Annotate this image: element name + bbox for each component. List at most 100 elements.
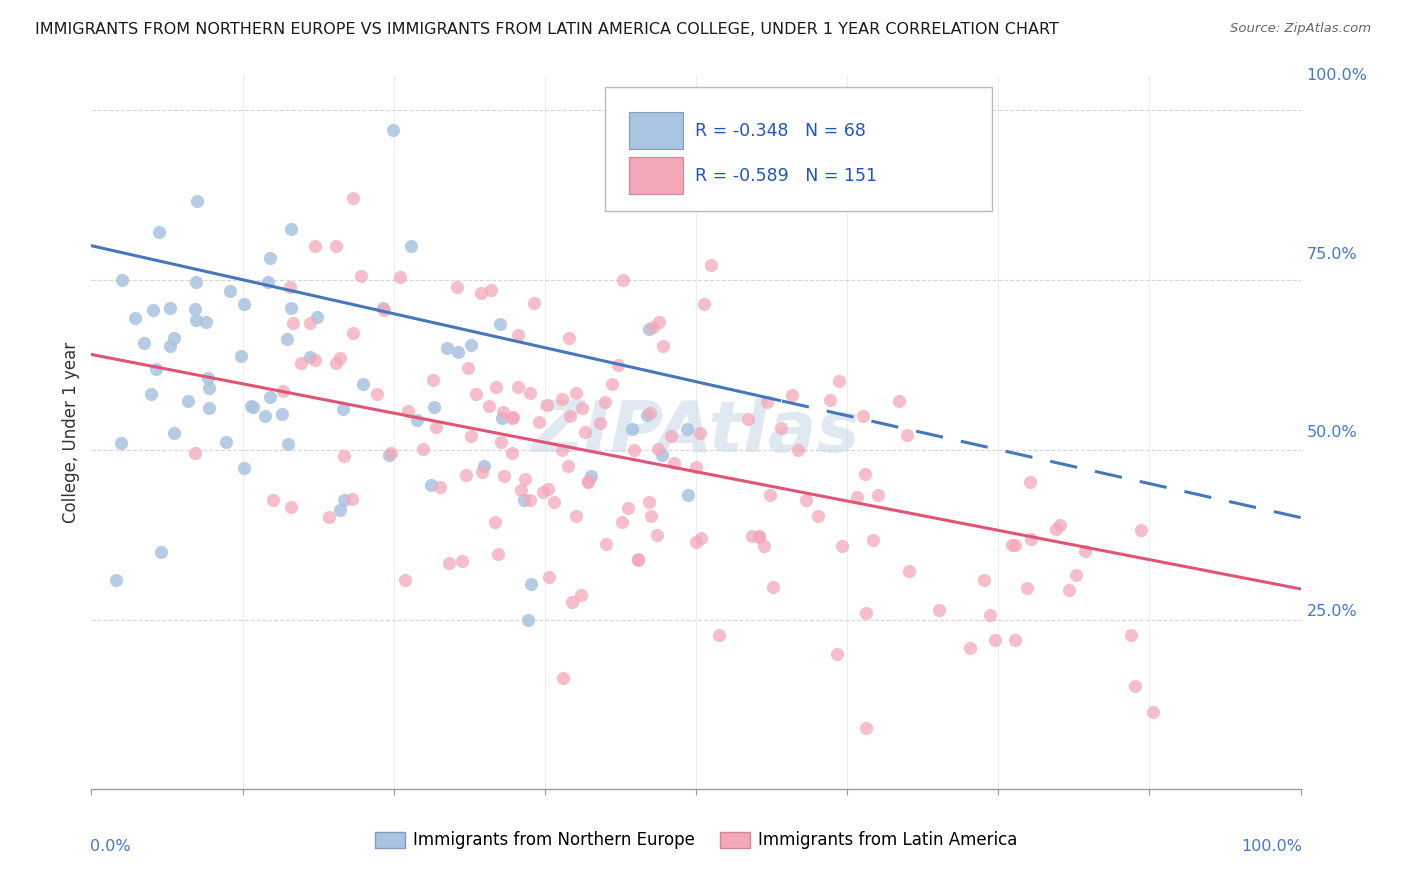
Point: [501, 411, 523, 425]
Point: [470, 285, 492, 300]
Point: [382, 123, 405, 137]
Point: [111, 273, 134, 287]
Point: [565, 509, 588, 524]
Point: [748, 530, 770, 544]
Point: [342, 326, 364, 341]
Point: [329, 503, 352, 517]
Point: [640, 509, 662, 524]
Point: [737, 411, 759, 425]
Point: [186, 194, 208, 209]
Point: [516, 613, 538, 627]
Point: [1017, 581, 1039, 595]
Point: [637, 322, 659, 336]
Point: [486, 548, 509, 562]
Text: ZIPAtlas: ZIPAtlas: [531, 398, 860, 467]
Point: [645, 528, 668, 542]
Point: [304, 353, 326, 368]
Point: [689, 425, 711, 440]
Text: 100.0%: 100.0%: [1306, 69, 1368, 83]
Point: [825, 647, 848, 661]
Point: [576, 475, 599, 489]
Text: IMMIGRANTS FROM NORTHERN EUROPE VS IMMIGRANTS FROM LATIN AMERICA COLLEGE, UNDER : IMMIGRANTS FROM NORTHERN EUROPE VS IMMIG…: [35, 22, 1059, 37]
Point: [305, 310, 328, 324]
Point: [366, 387, 388, 401]
Point: [485, 380, 508, 394]
Point: [662, 456, 685, 470]
Point: [612, 273, 634, 287]
Point: [401, 239, 423, 253]
Point: [551, 671, 574, 685]
Point: [177, 394, 200, 409]
Point: [593, 395, 616, 409]
Point: [558, 331, 581, 345]
Point: [519, 492, 541, 507]
Point: [831, 539, 853, 553]
Point: [184, 446, 207, 460]
Point: [350, 268, 373, 283]
Point: [240, 399, 263, 413]
Point: [142, 302, 165, 317]
Point: [332, 401, 354, 416]
Point: [1004, 633, 1026, 648]
Point: [447, 344, 470, 359]
Point: [437, 556, 460, 570]
Point: [429, 480, 451, 494]
Point: [529, 415, 551, 429]
Point: [636, 408, 658, 422]
Point: [484, 515, 506, 529]
Point: [551, 442, 574, 457]
Point: [134, 336, 156, 351]
Point: [1074, 544, 1097, 558]
Point: [685, 535, 707, 549]
Point: [853, 467, 876, 481]
Point: [1019, 475, 1042, 490]
Point: [627, 552, 650, 566]
Point: [491, 411, 513, 425]
Point: [828, 374, 851, 388]
Point: [388, 269, 411, 284]
Point: [333, 449, 356, 463]
Point: [818, 393, 841, 408]
Point: [145, 361, 167, 376]
Point: [406, 412, 429, 426]
Point: [786, 442, 808, 457]
Point: [852, 409, 875, 424]
Point: [845, 491, 868, 505]
Point: [422, 373, 444, 387]
Point: [897, 564, 920, 578]
Point: [423, 400, 446, 414]
Point: [232, 461, 254, 475]
Point: [280, 301, 302, 315]
Point: [460, 429, 482, 443]
Point: [489, 318, 512, 332]
Point: [479, 283, 502, 297]
Point: [194, 315, 217, 329]
Point: [278, 280, 301, 294]
Point: [1123, 679, 1146, 693]
Text: 0.0%: 0.0%: [90, 839, 131, 855]
Point: [184, 313, 207, 327]
Point: [676, 422, 699, 436]
Point: [506, 380, 529, 394]
Point: [333, 493, 356, 508]
Point: [520, 576, 543, 591]
Point: [523, 295, 546, 310]
Point: [537, 569, 560, 583]
Point: [807, 508, 830, 523]
Point: [342, 492, 364, 507]
Legend: Immigrants from Northern Europe, Immigrants from Latin America: Immigrants from Northern Europe, Immigra…: [368, 825, 1024, 856]
Point: [446, 280, 468, 294]
Point: [1019, 532, 1042, 546]
Point: [595, 537, 617, 551]
Point: [380, 446, 402, 460]
Point: [519, 385, 541, 400]
Point: [454, 468, 477, 483]
Point: [163, 426, 186, 441]
Point: [685, 459, 707, 474]
Point: [700, 258, 723, 272]
Point: [197, 401, 219, 416]
Point: [959, 640, 981, 655]
Point: [259, 251, 281, 265]
Point: [536, 482, 558, 496]
Point: [329, 351, 352, 365]
